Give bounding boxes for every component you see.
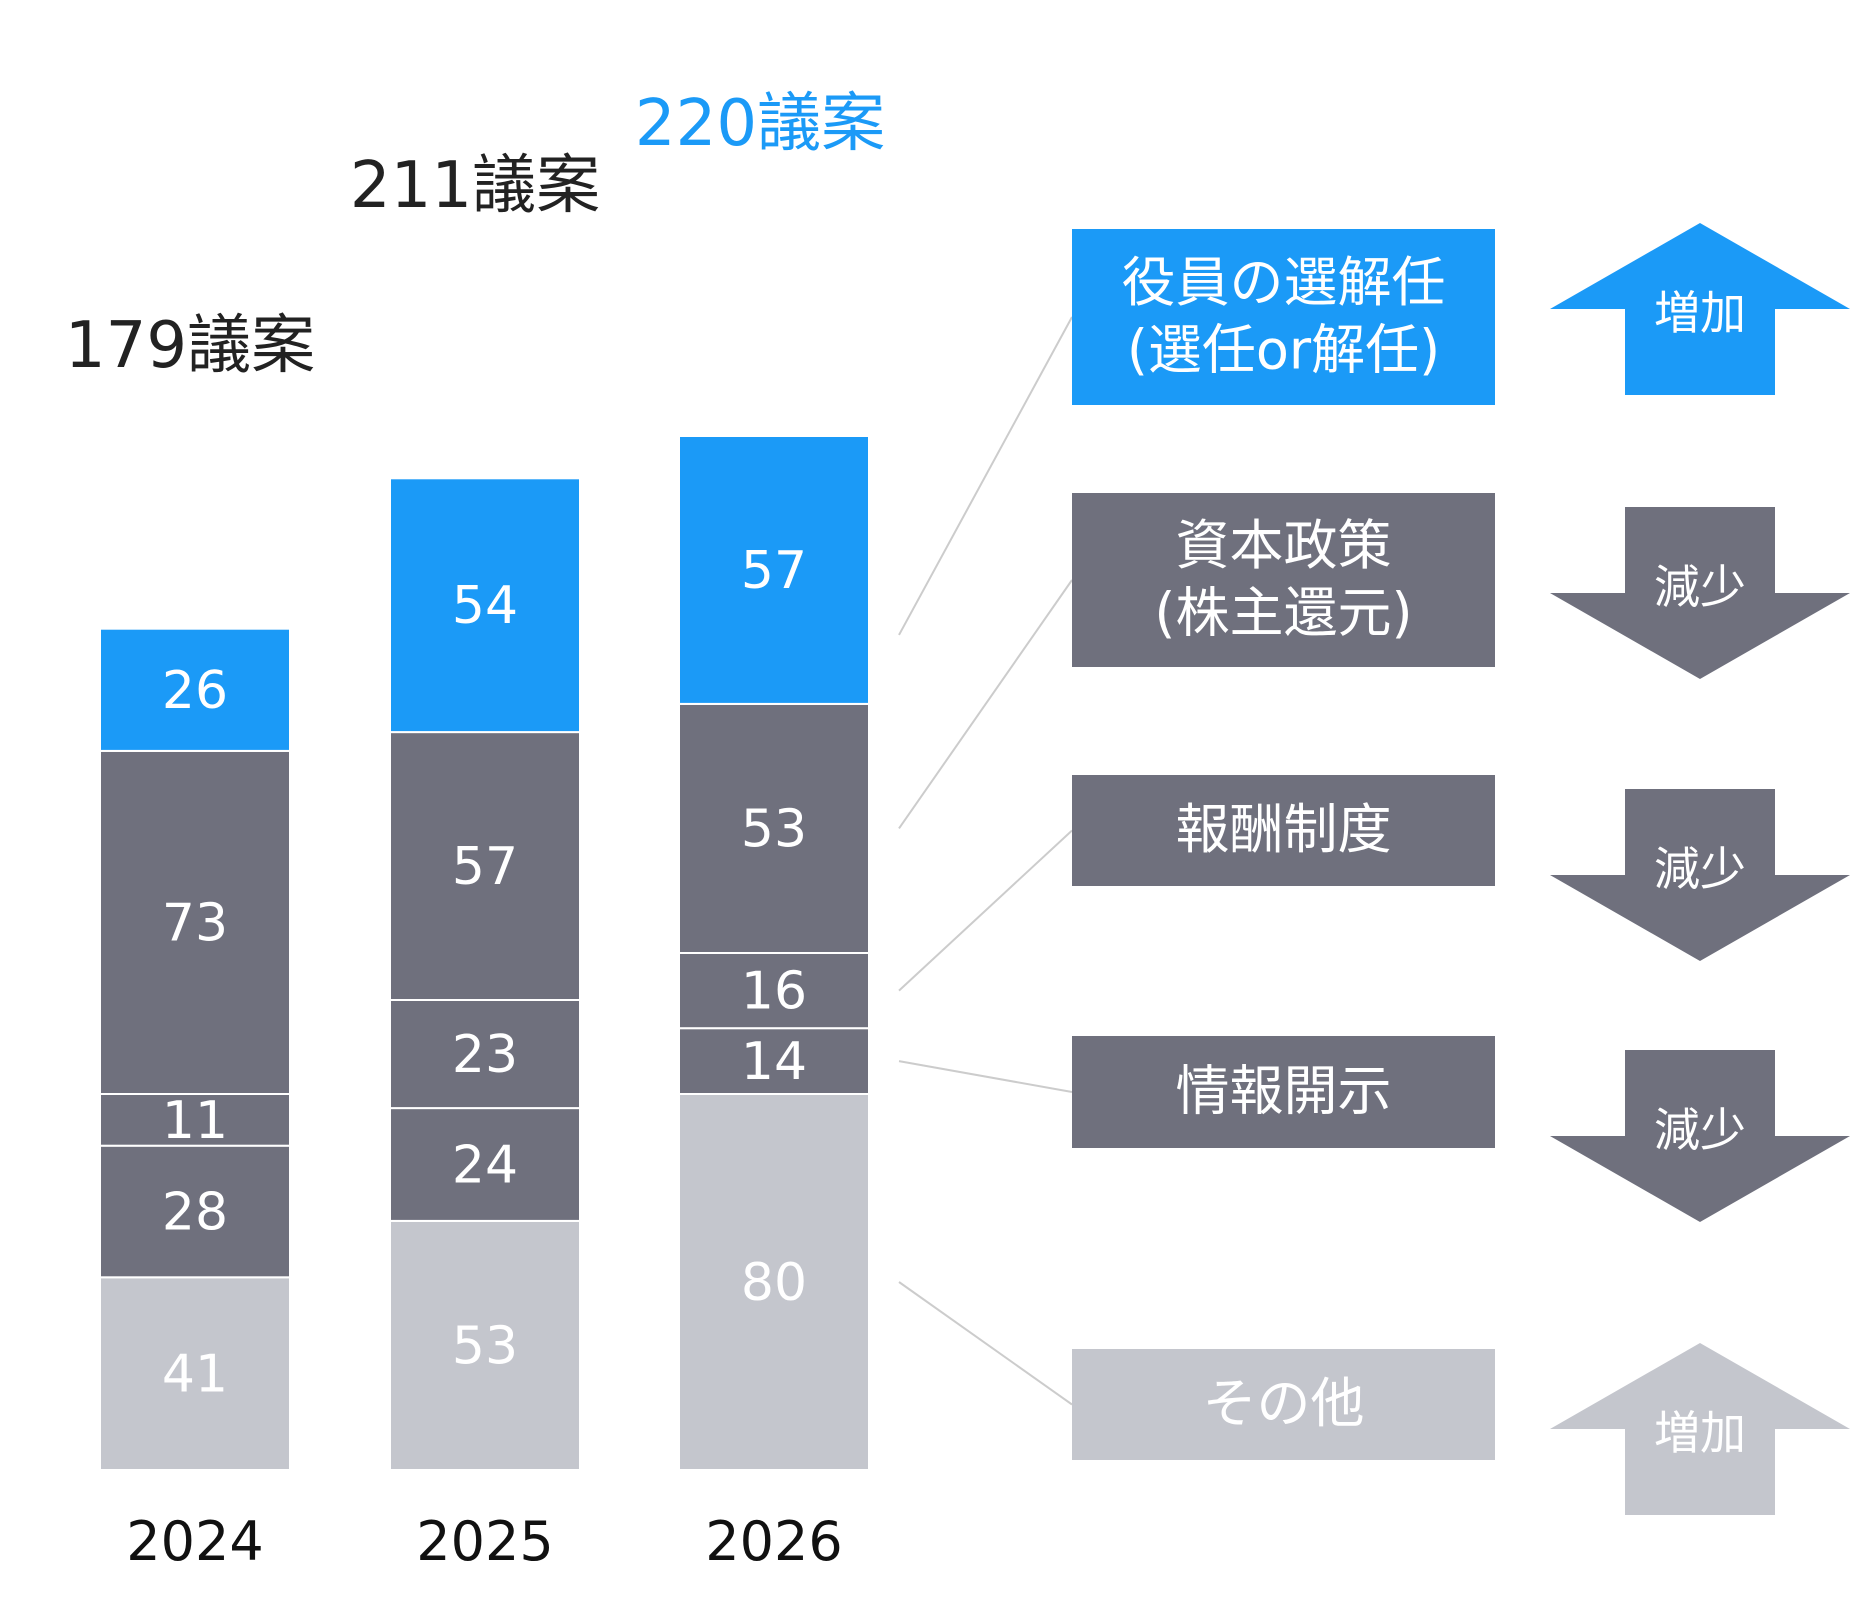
trend-arrow-icon <box>1550 1343 1850 1515</box>
trend-label: 減少 <box>1654 842 1746 896</box>
data-label: 57 <box>452 837 518 897</box>
legend-box <box>1072 493 1495 667</box>
bar-segment <box>678 1093 870 1471</box>
trend-arrow-icon <box>1550 507 1850 679</box>
legend-box <box>1072 229 1495 405</box>
connector-line <box>898 829 1073 992</box>
legend-label: 報酬制度 <box>1176 798 1392 861</box>
legend-label: 情報開示 <box>1176 1060 1392 1123</box>
x-tick-label: 2025 <box>416 1510 553 1573</box>
bar-segment <box>678 435 870 705</box>
trend-label: 減少 <box>1654 1103 1746 1157</box>
trend-label: 減少 <box>1654 560 1746 614</box>
bar-segment <box>99 627 291 752</box>
data-label: 53 <box>452 1316 518 1376</box>
connector-line <box>898 1060 1073 1093</box>
data-label: 14 <box>741 1032 807 1092</box>
bar-segment <box>678 952 870 1030</box>
trend-arrow-icon <box>1550 1050 1850 1222</box>
bar-segment <box>678 1027 870 1095</box>
total-label: 211議案 <box>350 149 600 223</box>
bar-segment <box>389 477 581 734</box>
legend-box <box>1072 1349 1495 1460</box>
legend-label: (株主還元) <box>1154 581 1412 644</box>
bar-segment <box>389 1107 581 1222</box>
legend-label: (選任or解任) <box>1127 318 1440 381</box>
data-label: 16 <box>741 962 807 1022</box>
data-label: 23 <box>452 1025 518 1085</box>
legend-box <box>1072 775 1495 886</box>
legend-label: その他 <box>1203 1372 1365 1435</box>
bar-segment <box>389 999 581 1110</box>
trend-arrow-icon <box>1550 223 1850 395</box>
legend-label: 資本政策 <box>1176 514 1392 577</box>
data-label: 26 <box>162 661 228 721</box>
data-label: 41 <box>162 1345 228 1405</box>
bar-segment <box>389 731 581 1001</box>
trend-arrow-icon <box>1550 789 1850 961</box>
bar-segment <box>99 1144 291 1279</box>
data-label: 28 <box>162 1183 228 1243</box>
data-label: 57 <box>741 541 807 601</box>
connector-line <box>898 579 1073 830</box>
connector-line <box>898 1281 1073 1406</box>
legend-box <box>1072 1036 1495 1148</box>
connector-line <box>898 316 1073 636</box>
bar-segment <box>99 1276 291 1472</box>
total-label: 220議案 <box>635 87 885 161</box>
data-label: 80 <box>741 1253 807 1313</box>
data-label: 11 <box>162 1091 228 1151</box>
data-label: 54 <box>452 576 518 636</box>
data-label: 73 <box>162 893 228 953</box>
trend-label: 増加 <box>1654 1406 1746 1460</box>
data-label: 53 <box>741 799 807 859</box>
legend-label: 役員の選解任 <box>1122 251 1446 314</box>
trend-label: 増加 <box>1654 286 1746 340</box>
x-tick-label: 2026 <box>705 1510 842 1573</box>
data-label: 24 <box>452 1136 518 1196</box>
bar-segment <box>99 749 291 1096</box>
x-tick-label: 2024 <box>126 1510 263 1573</box>
total-label: 179議案 <box>65 309 315 383</box>
bar-segment <box>389 1219 581 1472</box>
